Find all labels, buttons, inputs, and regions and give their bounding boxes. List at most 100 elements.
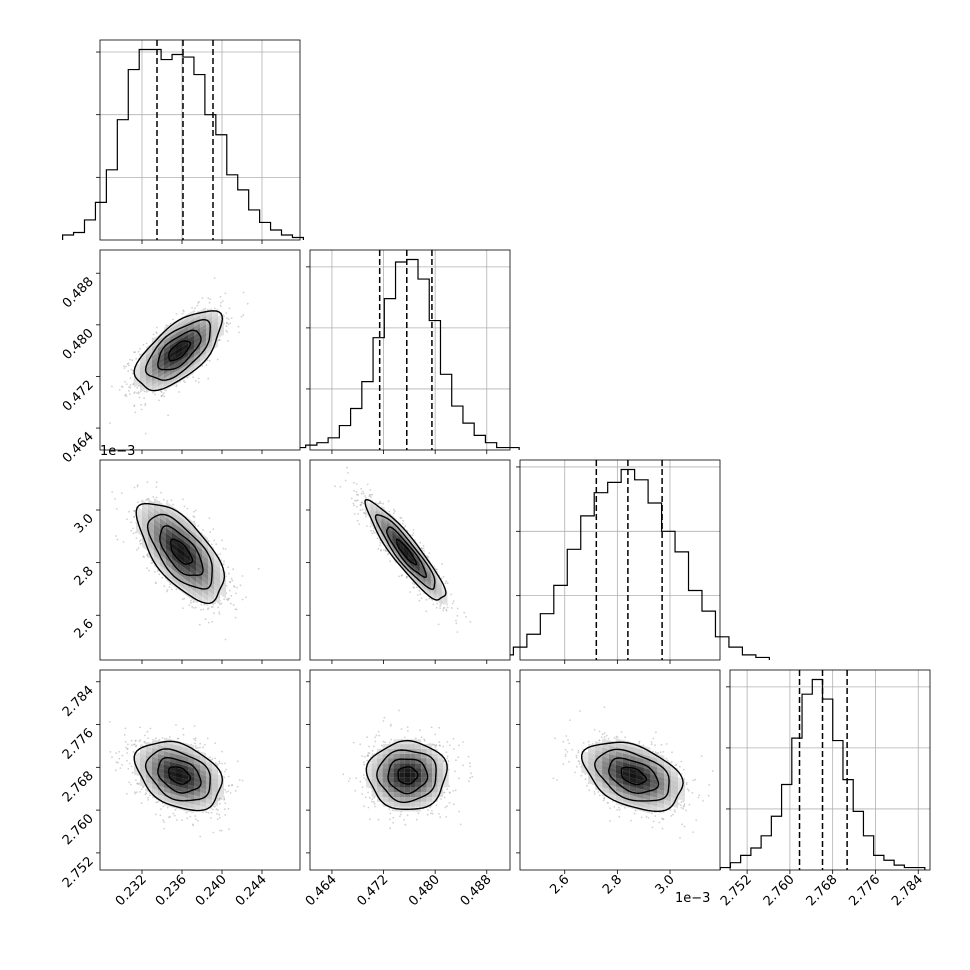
sample-point <box>146 498 149 501</box>
sample-point <box>404 525 407 528</box>
density-cell <box>154 539 160 550</box>
sample-point <box>126 363 129 365</box>
sample-point <box>181 598 184 600</box>
density-cell <box>164 366 170 375</box>
density-cell <box>154 550 160 561</box>
sample-point <box>155 331 158 333</box>
density-cell <box>148 509 154 519</box>
sample-point <box>197 377 200 380</box>
sample-point <box>133 351 135 354</box>
density-cell <box>166 570 172 580</box>
sample-point <box>421 547 423 550</box>
sample-point <box>209 531 212 534</box>
sample-point <box>155 332 158 335</box>
panel-background <box>520 460 720 660</box>
density-cell <box>154 503 160 513</box>
density-cell <box>164 370 170 379</box>
sample-point <box>124 380 126 383</box>
histogram-panel: 2.752 2.760 2.768 2.776 2.784 <box>718 669 931 909</box>
sample-point <box>175 385 178 388</box>
sample-point <box>218 613 221 615</box>
sample-point <box>427 556 430 559</box>
x-tick-label: 2.752 <box>718 872 755 909</box>
density-cell <box>214 579 220 589</box>
density-cell <box>200 319 206 328</box>
density-cell <box>172 569 178 579</box>
density-cell <box>425 564 431 574</box>
density-cell <box>140 372 146 380</box>
density-cell <box>178 552 184 563</box>
sample-point <box>201 811 204 814</box>
sample-point <box>229 602 232 605</box>
panel-frame <box>99 459 301 661</box>
sample-point <box>389 560 391 563</box>
sample-point <box>121 386 124 388</box>
sample-point <box>134 351 137 354</box>
sample-point <box>133 392 136 394</box>
density-cell <box>170 341 176 350</box>
sample-point <box>223 598 226 601</box>
sample-point <box>138 740 141 742</box>
x-tick-label: 2.784 <box>889 872 926 909</box>
sample-point <box>368 493 371 496</box>
contour-line <box>133 310 224 392</box>
density-cell <box>436 579 442 589</box>
density-cell <box>134 367 140 376</box>
sample-point <box>137 392 140 395</box>
sample-point <box>353 513 356 515</box>
sample-point <box>240 315 243 318</box>
sample-point <box>234 608 237 610</box>
density-cell <box>142 520 148 531</box>
histogram-panel <box>62 39 304 244</box>
sample-point <box>127 370 130 372</box>
density-cell <box>408 571 415 581</box>
sample-point <box>136 392 138 394</box>
sample-point <box>387 500 390 503</box>
sample-point <box>194 737 197 740</box>
sample-point <box>227 599 229 602</box>
panel-background <box>100 40 300 240</box>
sample-point <box>118 389 121 391</box>
sample-point <box>257 567 260 570</box>
sample-point <box>234 616 237 619</box>
density-cell <box>152 382 158 390</box>
sample-point <box>218 339 221 341</box>
density-cell <box>158 374 164 382</box>
density-cell <box>370 512 376 522</box>
sample-point <box>445 609 448 612</box>
density-cell <box>194 315 200 323</box>
density-cell <box>414 554 420 564</box>
sample-point <box>365 497 368 499</box>
sample-point <box>353 504 355 507</box>
density-cell <box>212 312 218 321</box>
sample-point <box>192 607 195 609</box>
density-cell <box>140 355 146 364</box>
density-cell <box>375 516 382 526</box>
sample-point <box>230 317 233 319</box>
density-cell <box>134 380 140 388</box>
sample-point <box>170 588 173 591</box>
density-cell <box>146 381 152 390</box>
sample-point <box>228 828 231 830</box>
sample-point <box>465 615 467 618</box>
sample-point <box>366 525 368 527</box>
density-cell <box>136 510 142 521</box>
sample-point <box>213 539 216 542</box>
sample-point <box>133 510 136 513</box>
sample-point <box>191 605 194 608</box>
sample-point <box>230 594 233 597</box>
sample-point <box>186 817 189 820</box>
panel-background <box>310 250 510 450</box>
density-cell <box>160 565 166 576</box>
panel-content <box>334 466 472 633</box>
histogram-panel <box>293 249 520 454</box>
density-cell <box>166 522 172 533</box>
sample-point <box>147 799 150 801</box>
sample-point <box>365 515 367 518</box>
panel-background <box>730 670 930 870</box>
sample-point <box>226 321 229 324</box>
sample-point <box>207 540 210 543</box>
density-cell <box>206 341 212 350</box>
sample-point <box>133 515 136 518</box>
